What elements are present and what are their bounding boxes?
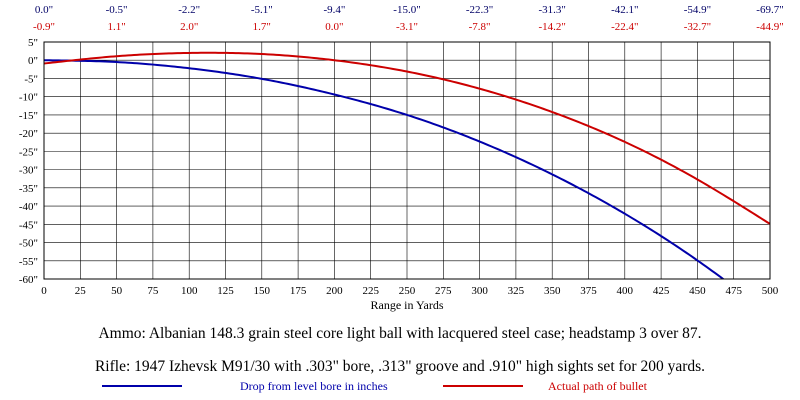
legend: Drop from level bore in inches Actual pat… xyxy=(102,379,648,393)
x-tick-label: 175 xyxy=(290,285,307,297)
path-value-label: -32.7" xyxy=(684,21,711,33)
y-tick-label: -35" xyxy=(19,183,38,195)
drop-value-label: -9.4" xyxy=(323,4,345,16)
path-value-label: 0.0" xyxy=(325,21,343,33)
x-tick-label: 325 xyxy=(508,285,525,297)
drop-value-label: -0.5" xyxy=(106,4,128,16)
x-tick-label: 25 xyxy=(75,285,87,297)
x-tick-label: 50 xyxy=(111,285,123,297)
x-tick-label: 150 xyxy=(254,285,271,297)
y-tick-label: -50" xyxy=(19,238,38,250)
y-tick-label: -25" xyxy=(19,146,38,158)
x-tick-label: 450 xyxy=(689,285,706,297)
path-value-label: 2.0" xyxy=(180,21,198,33)
x-tick-label: 100 xyxy=(181,285,198,297)
top-labels: 0.0" -0.9" -0.5" 1.1" -2.2" 2.0" -5.1" 1.7" -9.4… xyxy=(33,4,784,33)
drop-value-label: -22.3" xyxy=(466,4,493,16)
drop-series-line xyxy=(44,59,725,279)
path-value-label: -44.9" xyxy=(756,21,783,33)
path-value-label: -7.8" xyxy=(469,21,491,33)
ammo-note: Ammo: Albanian 148.3 grain steel core li… xyxy=(98,325,701,342)
x-tick-label: 75 xyxy=(147,285,159,297)
x-tick-label: 275 xyxy=(435,285,452,297)
drop-value-label: 0.0" xyxy=(35,4,53,16)
y-tick-label: 0" xyxy=(28,55,38,67)
x-tick-label: 375 xyxy=(580,285,597,297)
x-axis-ticks: 0 25 50 75 100 125 150 175 200 225 250 275 300 325 350… xyxy=(41,285,779,297)
y-tick-label: -5" xyxy=(24,73,38,85)
path-value-label: -14.2" xyxy=(538,21,565,33)
x-tick-label: 225 xyxy=(362,285,379,297)
path-value-label: -3.1" xyxy=(396,21,418,33)
drop-value-label: -54.9" xyxy=(684,4,711,16)
drop-value-label: -69.7" xyxy=(756,4,783,16)
drop-value-label: -5.1" xyxy=(251,4,273,16)
x-tick-label: 125 xyxy=(217,285,234,297)
drop-value-label: -15.0" xyxy=(393,4,420,16)
drop-value-label: -42.1" xyxy=(611,4,638,16)
path-value-label: -22.4" xyxy=(611,21,638,33)
legend-label-drop: Drop from level bore in inches xyxy=(240,379,388,393)
x-axis-label: Range in Yards xyxy=(370,298,443,312)
x-tick-label: 250 xyxy=(399,285,416,297)
x-tick-label: 300 xyxy=(471,285,488,297)
x-tick-label: 0 xyxy=(41,285,47,297)
plot-lines xyxy=(44,51,770,279)
y-tick-label: 5" xyxy=(28,37,38,49)
y-axis-ticks: 5" 0" -5" -10" -15" -20" -25" -30" -35" -40" -45" -… xyxy=(19,37,38,286)
plot-frame xyxy=(43,41,771,280)
path-series-line xyxy=(44,51,770,225)
x-tick-label: 500 xyxy=(762,285,779,297)
path-value-label: -0.9" xyxy=(33,21,55,33)
path-value-label: 1.1" xyxy=(107,21,125,33)
y-tick-label: -15" xyxy=(19,110,38,122)
y-tick-label: -10" xyxy=(19,92,38,104)
x-tick-label: 350 xyxy=(544,285,561,297)
y-tick-label: -40" xyxy=(19,201,38,213)
y-tick-label: -55" xyxy=(19,256,38,268)
y-tick-label: -60" xyxy=(19,274,38,286)
x-tick-label: 425 xyxy=(653,285,670,297)
drop-value-label: -2.2" xyxy=(178,4,200,16)
y-tick-label: -45" xyxy=(19,219,38,231)
x-tick-label: 200 xyxy=(326,285,343,297)
y-tick-label: -30" xyxy=(19,165,38,177)
path-value-label: 1.7" xyxy=(253,21,271,33)
x-tick-label: 475 xyxy=(725,285,742,297)
rifle-note: Rifle: 1947 Izhevsk M91/30 with .303" bo… xyxy=(95,358,705,375)
x-tick-label: 400 xyxy=(617,285,634,297)
drop-value-label: -31.3" xyxy=(538,4,565,16)
legend-label-path: Actual path of bullet xyxy=(548,379,648,393)
y-tick-label: -20" xyxy=(19,128,38,140)
